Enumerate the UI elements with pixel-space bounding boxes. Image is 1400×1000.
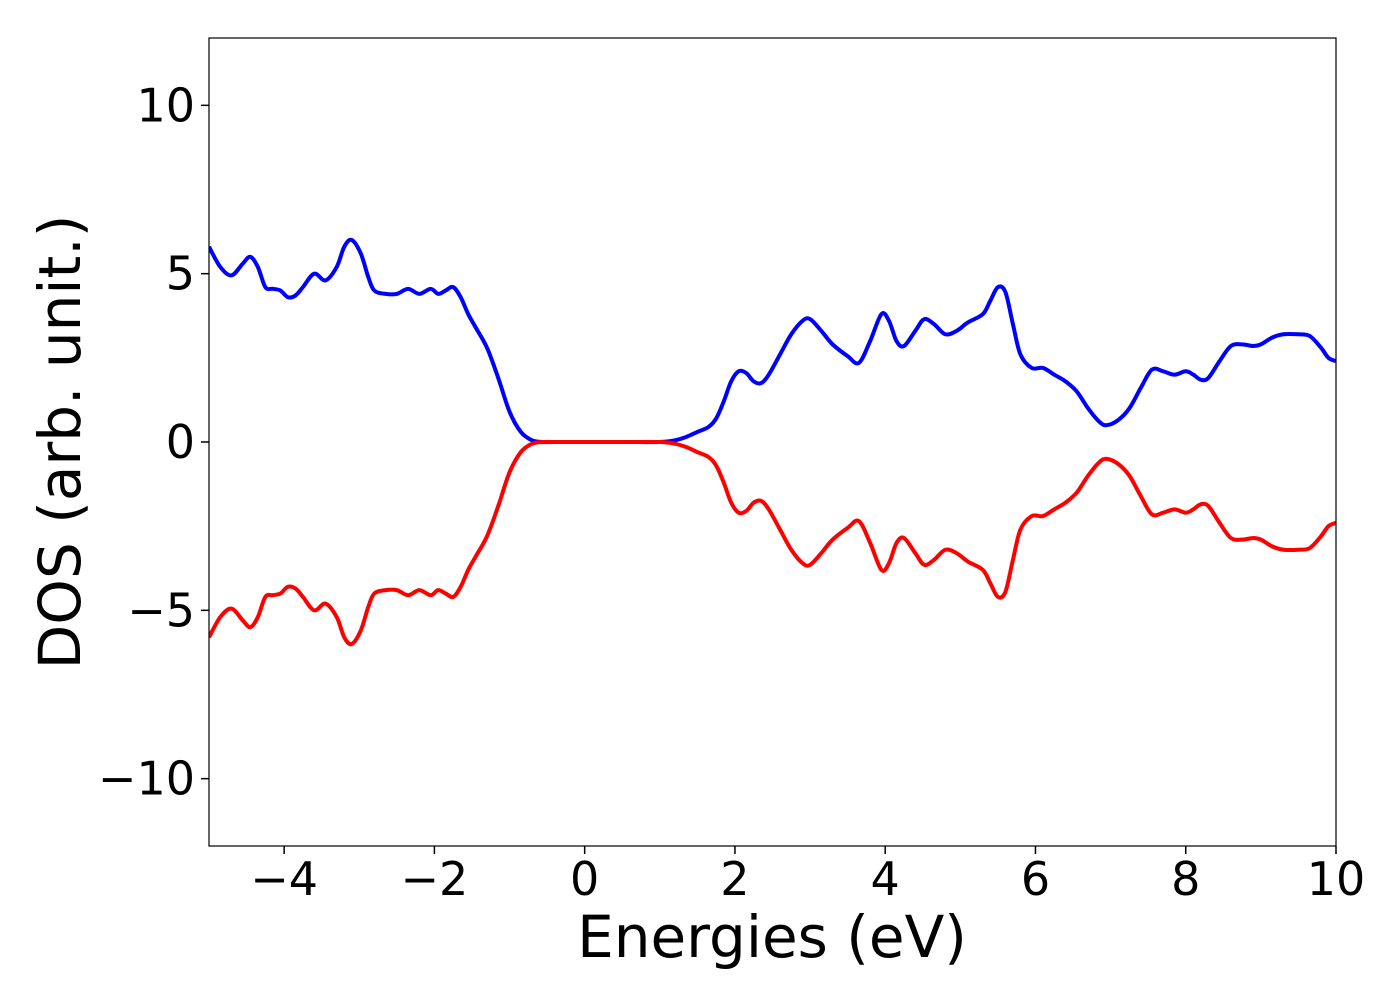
x-tick-label: 4 — [871, 852, 900, 906]
y-tick-label: 5 — [166, 247, 195, 301]
x-tick-label: 2 — [720, 852, 749, 906]
x-tick-label: 8 — [1171, 852, 1200, 906]
series-line-1 — [209, 237, 1336, 445]
x-tick-label: 10 — [1307, 852, 1366, 906]
x-axis-label: Energies (eV) — [577, 903, 967, 971]
y-tick-label: −5 — [127, 583, 195, 637]
x-tick-label: 0 — [570, 852, 599, 906]
y-tick-label: 0 — [166, 415, 195, 469]
series-layer — [209, 237, 1336, 647]
x-tick-label: −4 — [250, 852, 318, 906]
x-tick-label: 6 — [1021, 852, 1050, 906]
x-tick-label: −2 — [400, 852, 468, 906]
series-line-2 — [209, 439, 1336, 647]
plot-frame — [208, 37, 1337, 847]
y-axis: 10 5 0 −5 −10 — [98, 78, 209, 806]
y-tick-label: 10 — [136, 78, 195, 132]
y-tick-label: −10 — [98, 752, 195, 806]
x-axis: −4 −2 0 2 4 6 8 10 — [250, 846, 1365, 906]
y-axis-label: DOS (arb. unit.) — [26, 215, 94, 670]
